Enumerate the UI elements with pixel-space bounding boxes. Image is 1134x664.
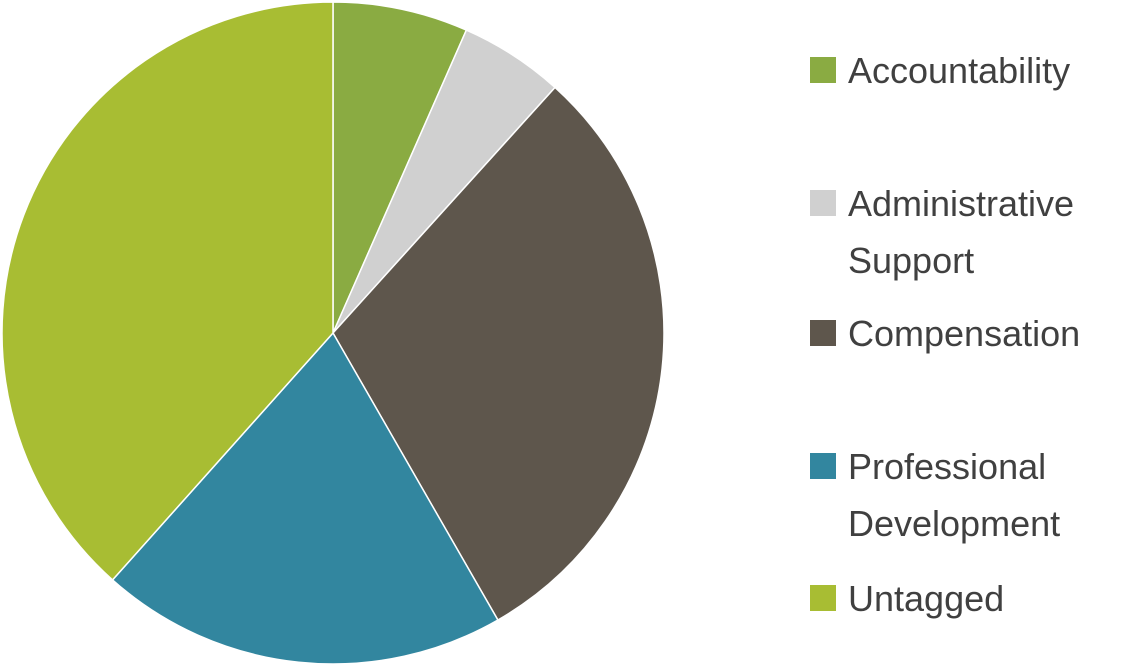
pie-slice (332, 1, 468, 334)
pie-slice (332, 86, 665, 622)
legend-entry: Accountability (810, 42, 1130, 99)
legend-swatch (810, 453, 836, 479)
legend-entry: Professional Development (810, 438, 1130, 552)
legend-label: Untagged (848, 578, 1005, 619)
legend-entry: Administrative Support (810, 175, 1130, 289)
legend-label: Compensation (848, 313, 1081, 354)
pie (1, 1, 665, 664)
legend-entry: Compensation (810, 305, 1130, 362)
pie-slice (1, 1, 334, 581)
legend-swatch (810, 57, 836, 83)
legend-entry: Untagged (810, 570, 1130, 627)
legend-swatch (810, 320, 836, 346)
legend-label: Accountability (848, 50, 1071, 91)
legend-swatch (810, 190, 836, 216)
legend-label: Professional Development (848, 446, 1061, 544)
legend-swatch (810, 585, 836, 611)
pie-slice (111, 331, 499, 664)
legend-label: Administrative Support (848, 183, 1075, 281)
